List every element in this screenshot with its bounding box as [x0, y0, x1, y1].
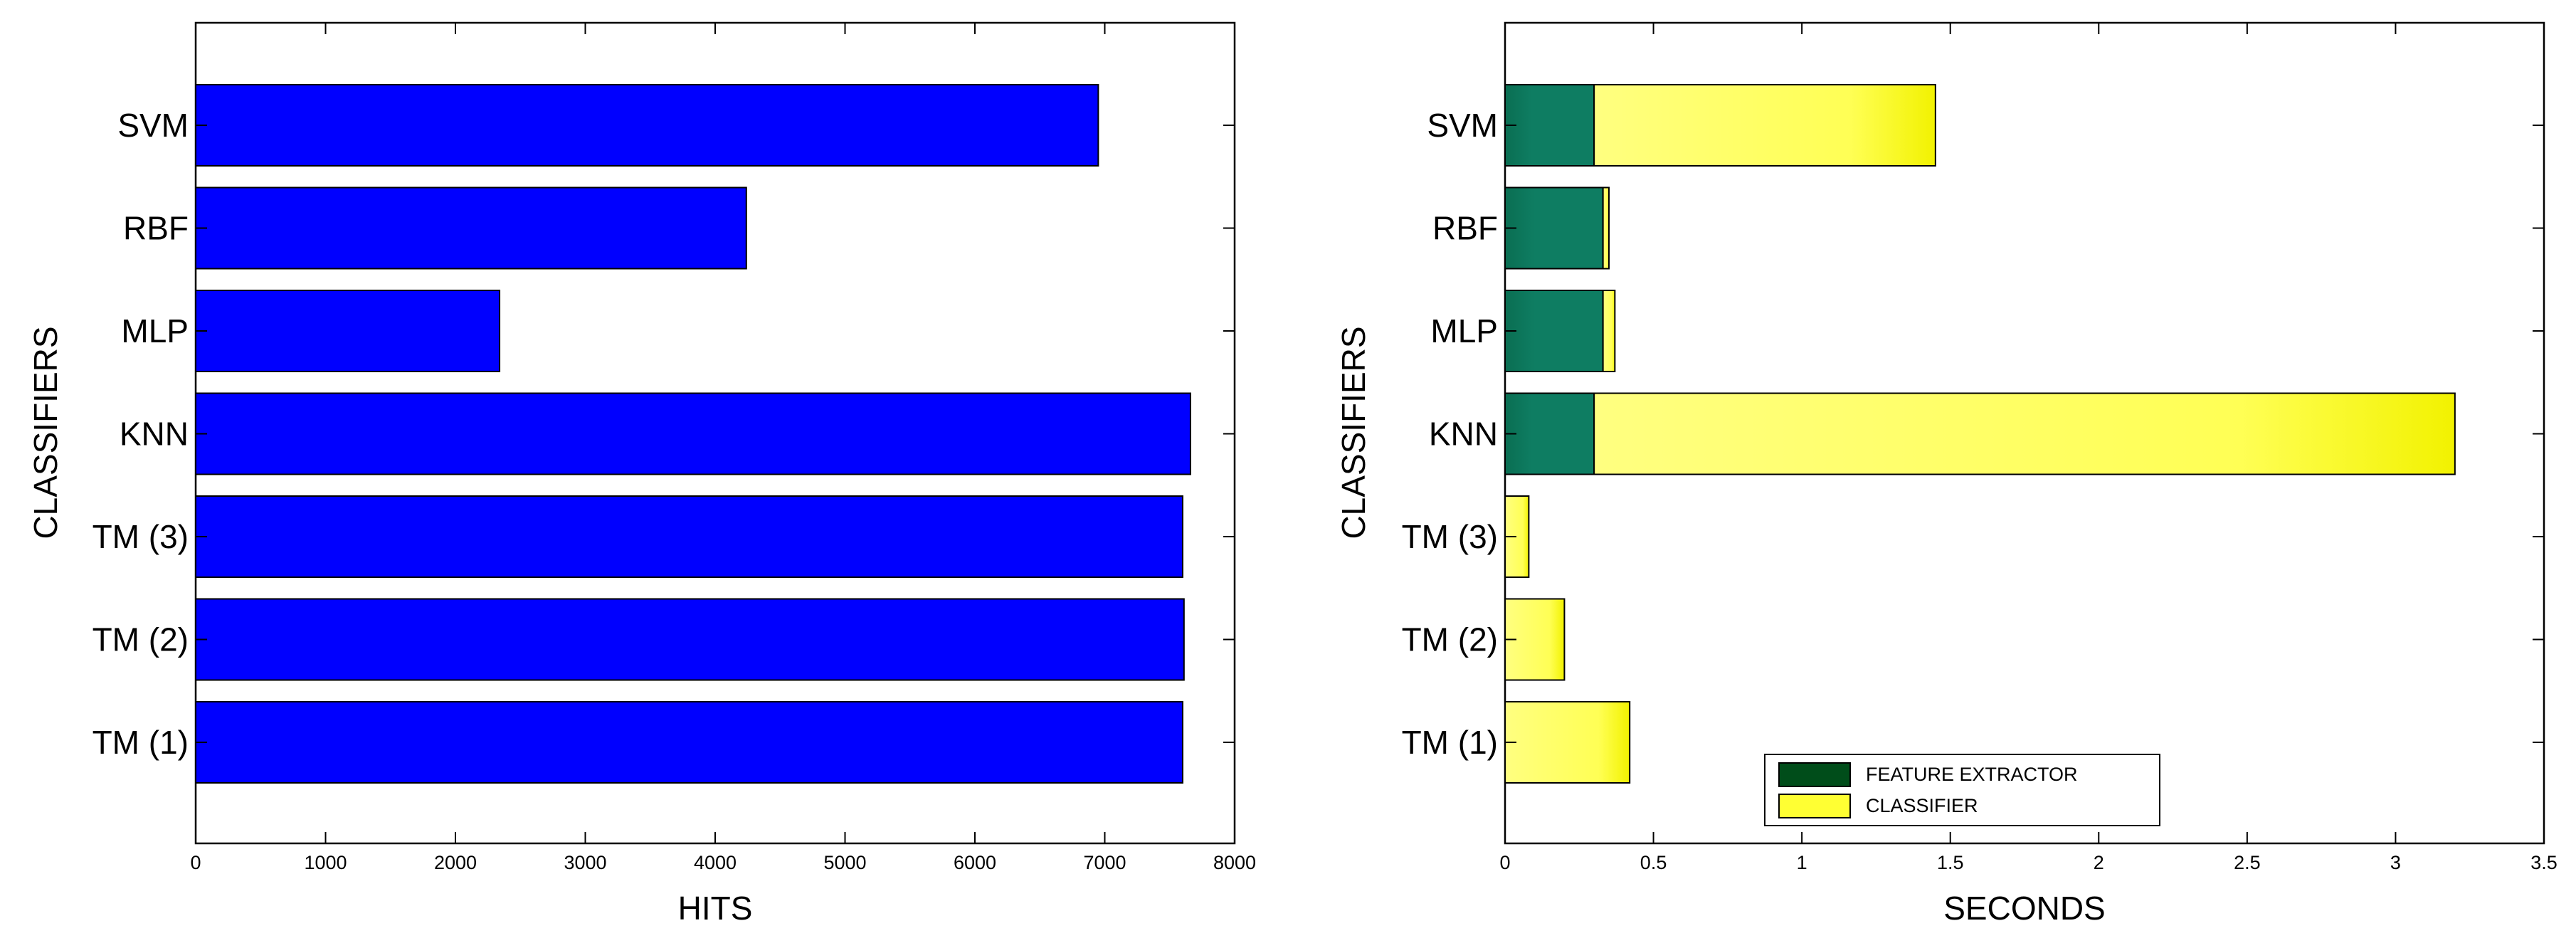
bar-rbf-classifier	[1602, 186, 1610, 270]
category-label-rbf: RBF	[1432, 210, 1498, 247]
x-tick-label: 0.5	[1640, 852, 1667, 873]
bar-mlp-feature-extractor	[1504, 290, 1604, 372]
bar-svm-feature-extractor	[1504, 84, 1595, 167]
category-label-tm-1: TM (1)	[93, 724, 189, 761]
bars-left	[195, 84, 1191, 784]
seconds-chart: SVM RBF MLP KNN TM (3) TM (2) TM (1) 0 0.5 1 1.5 2 2…	[1335, 21, 2557, 927]
category-label-knn: KNN	[120, 416, 189, 453]
category-label-mlp: MLP	[1430, 312, 1498, 349]
category-label-tm-1: TM (1)	[1402, 724, 1498, 761]
x-tick-label: 1000	[304, 852, 347, 873]
x-tick-label: 3	[2390, 852, 2401, 873]
bar-rbf	[195, 186, 747, 270]
bar-svm	[195, 84, 1099, 167]
category-label-svm: SVM	[117, 107, 189, 144]
category-label-knn: KNN	[1429, 416, 1498, 453]
x-tick-label: 4000	[694, 852, 737, 873]
x-tick-label: 1	[1797, 852, 1807, 873]
bars-right	[1504, 84, 2456, 784]
x-tick-label: 2	[2094, 852, 2104, 873]
bar-tm-1	[195, 701, 1183, 784]
x-tick-label: 2.5	[2234, 852, 2261, 873]
legend-swatch-classifier	[1778, 794, 1851, 818]
x-tick-label: 0	[190, 852, 201, 873]
x-tick-label: 8000	[1213, 852, 1256, 873]
category-label-svm: SVM	[1427, 107, 1498, 144]
x-tick-label: 5000	[823, 852, 866, 873]
x-axis-title: HITS	[678, 890, 753, 927]
legend-label-classifier: CLASSIFIER	[1866, 795, 1978, 816]
bar-mlp	[195, 290, 501, 372]
bar-rbf-feature-extractor	[1504, 186, 1604, 270]
x-axis-title: SECONDS	[1943, 890, 2105, 927]
bar-knn	[195, 392, 1191, 475]
category-label-tm-2: TM (2)	[93, 621, 189, 658]
bar-tm-1-classifier	[1504, 701, 1631, 784]
bar-svm-classifier	[1593, 84, 1936, 167]
bar-tm-2	[195, 598, 1185, 681]
bar-knn-classifier	[1593, 392, 2456, 475]
x-tick-label: 3.5	[2530, 852, 2557, 873]
category-label-tm-2: TM (2)	[1402, 621, 1498, 658]
ticks-left: SVM RBF MLP KNN TM (3) TM (2) TM (1) 0 1000 2000 3…	[93, 23, 1256, 873]
bar-knn-feature-extractor	[1504, 392, 1595, 475]
category-label-mlp: MLP	[121, 312, 189, 349]
x-tick-label: 6000	[954, 852, 996, 873]
x-tick-label: 1.5	[1937, 852, 1964, 873]
bar-mlp-classifier	[1602, 290, 1616, 372]
hits-chart: SVM RBF MLP KNN TM (3) TM (2) TM (1) 0 1000 2000 3…	[27, 21, 1256, 927]
bar-tm-3	[195, 495, 1183, 578]
y-axis-title: CLASSIFIERS	[1335, 326, 1372, 539]
legend-label-feature-extractor: FEATURE EXTRACTOR	[1866, 764, 2078, 785]
category-label-tm-3: TM (3)	[93, 518, 189, 555]
legend-swatch-feature-extractor	[1778, 762, 1851, 787]
x-tick-label: 7000	[1083, 852, 1126, 873]
category-label-rbf: RBF	[123, 210, 189, 247]
x-tick-label: 2000	[434, 852, 477, 873]
x-tick-label: 3000	[564, 852, 606, 873]
ticks-right: SVM RBF MLP KNN TM (3) TM (2) TM (1) 0 0.5 1 1.5 2 2…	[1402, 23, 2557, 873]
legend: FEATURE EXTRACTOR CLASSIFIER	[1764, 754, 2160, 826]
x-tick-label: 0	[1499, 852, 1510, 873]
y-axis-title: CLASSIFIERS	[27, 326, 64, 539]
category-label-tm-3: TM (3)	[1402, 518, 1498, 555]
